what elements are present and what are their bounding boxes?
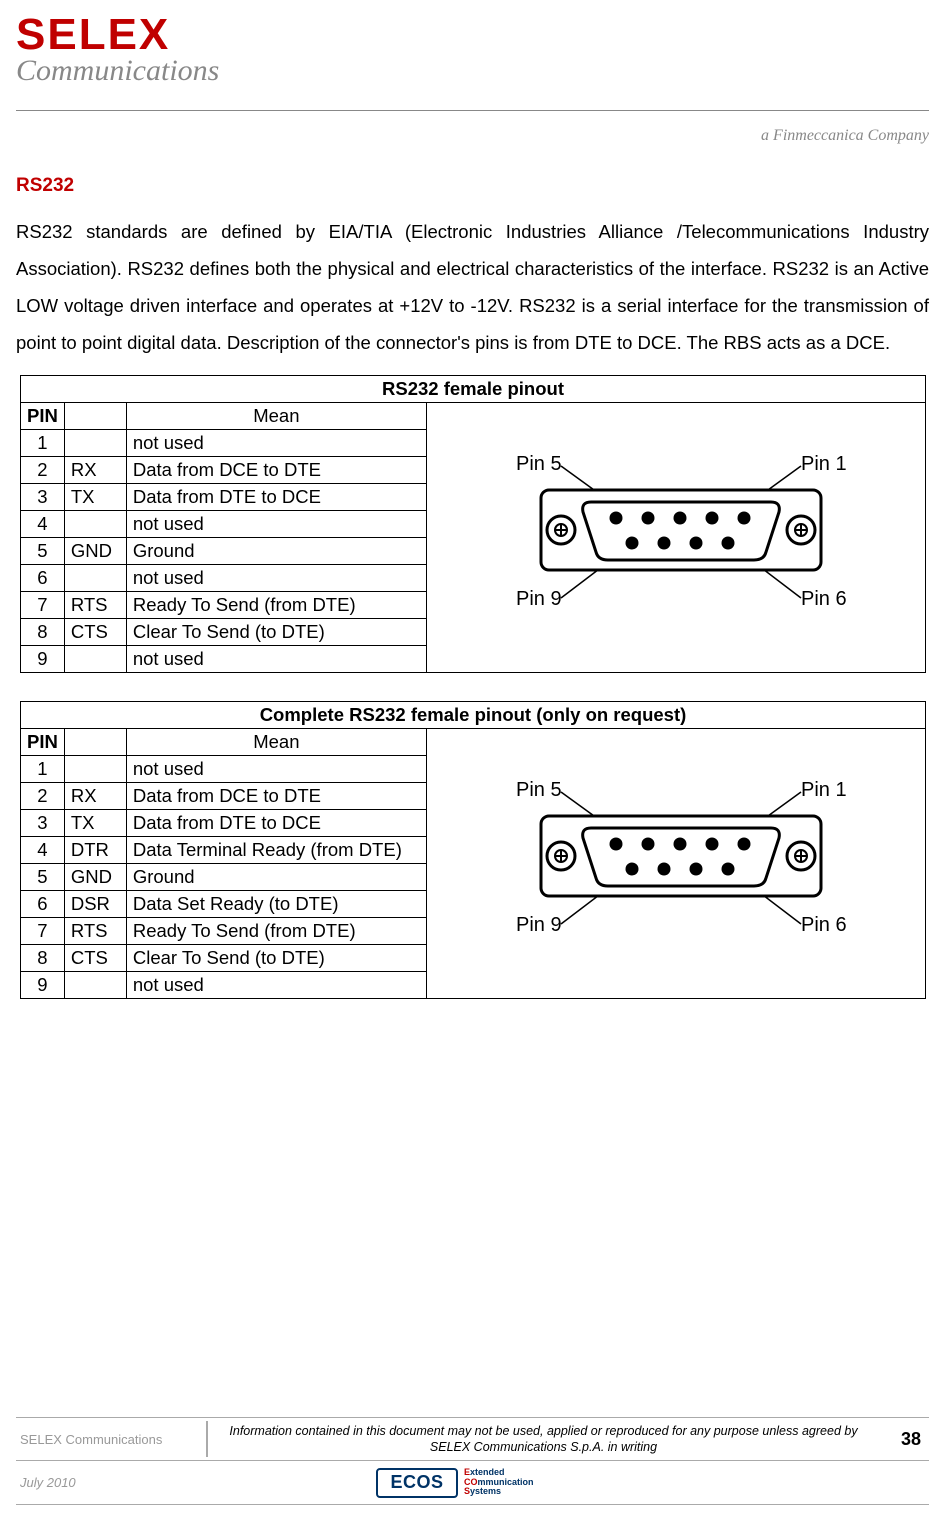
svg-text:Pin 6: Pin 6 <box>801 914 847 936</box>
table-rs232-pinout: RS232 female pinout PIN Mean Pin 5 Pin 1… <box>20 375 926 673</box>
table2-title: Complete RS232 female pinout (only on re… <box>21 702 926 729</box>
ecos-text: Extended COmmunication Systems <box>464 1468 534 1496</box>
table1-title: RS232 female pinout <box>21 376 926 403</box>
svg-text:Pin 1: Pin 1 <box>801 779 847 801</box>
table1-header-pin: PIN <box>21 403 65 430</box>
page-number: 38 <box>869 1429 929 1450</box>
table2-header-pin: PIN <box>21 729 65 756</box>
db9-connector-icon: Pin 5 Pin 1 Pin 9 Pin 6 <box>461 766 891 956</box>
svg-text:Pin 6: Pin 6 <box>801 588 847 610</box>
footer-left: SELEX Communications <box>16 1432 196 1447</box>
table2-header-mean: Mean <box>126 729 426 756</box>
svg-text:Pin 9: Pin 9 <box>516 914 562 936</box>
svg-text:Pin 1: Pin 1 <box>801 453 847 475</box>
body-paragraph: RS232 standards are defined by EIA/TIA (… <box>16 213 929 361</box>
page-footer: SELEX Communications Information contain… <box>16 1417 929 1505</box>
table1-header-blank <box>64 403 126 430</box>
logo-bottom: Communications <box>16 54 219 88</box>
db9-connector-icon: Pin 5 Pin 1 Pin 9 Pin 6 <box>461 440 891 630</box>
connector-diagram-cell: Pin 5 Pin 1 Pin 9 Pin 6 <box>426 403 925 673</box>
table2-header-blank <box>64 729 126 756</box>
svg-text:Pin 5: Pin 5 <box>516 779 562 801</box>
header-divider <box>16 110 929 111</box>
table1-header-mean: Mean <box>126 403 426 430</box>
svg-text:Pin 5: Pin 5 <box>516 453 562 475</box>
page-header: SELEX Communications <box>16 10 929 110</box>
logo-top: SELEX <box>16 10 219 60</box>
table-rs232-complete-pinout: Complete RS232 female pinout (only on re… <box>20 701 926 999</box>
connector-diagram-cell-2: Pin 5 Pin 1 Pin 9 Pin 6 <box>426 729 925 999</box>
ecos-logo: ECOS Extended COmmunication Systems <box>376 1468 534 1498</box>
footer-disclaimer: Information contained in this document m… <box>218 1423 869 1456</box>
svg-text:Pin 9: Pin 9 <box>516 588 562 610</box>
footer-date: July 2010 <box>16 1475 196 1490</box>
section-heading: RS232 <box>16 175 929 197</box>
footer-divider <box>206 1421 208 1457</box>
tagline: a Finmeccanica Company <box>16 127 929 145</box>
ecos-badge: ECOS <box>376 1468 458 1498</box>
brand-logo: SELEX Communications <box>16 10 219 88</box>
